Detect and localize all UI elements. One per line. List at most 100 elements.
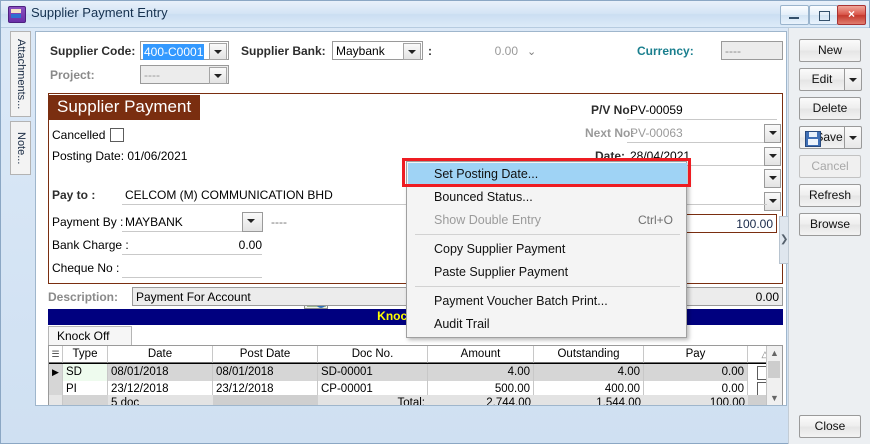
cell-pay[interactable]: 0.00 — [644, 381, 748, 395]
sidebar-item-attachments[interactable]: Attachments... — [10, 31, 31, 117]
chevron-down-icon[interactable] — [403, 43, 421, 60]
scroll-up-icon[interactable]: ▲ — [770, 348, 779, 358]
column-header-doc-no[interactable]: Doc No. — [318, 346, 428, 363]
maximize-button[interactable] — [809, 5, 838, 25]
hidden-dropdown-button-2[interactable] — [764, 192, 781, 211]
column-header-type[interactable]: Type — [63, 346, 108, 363]
close-window-button[interactable]: × — [837, 5, 866, 25]
close-icon: × — [847, 7, 855, 21]
table-row[interactable]: PI 23/12/2018 23/12/2018 CP-00001 500.00… — [49, 381, 782, 395]
cell-post-date[interactable]: 08/01/2018 — [213, 364, 318, 382]
payment-by-underline — [122, 231, 248, 232]
menu-item-payment-voucher-batch-print[interactable]: Payment Voucher Batch Print... — [434, 294, 608, 308]
bank-amount-value: 0.00 — [494, 44, 518, 58]
cancelled-checkbox[interactable] — [110, 128, 124, 142]
footer-blank — [63, 395, 108, 405]
bank-colon: : — [428, 44, 432, 58]
delete-button[interactable]: Delete — [799, 97, 861, 120]
menu-item-set-posting-date[interactable]: Set Posting Date... — [408, 163, 687, 186]
supplier-code-combo[interactable]: 400-C0001 — [140, 41, 229, 60]
highlight-annotation — [402, 158, 691, 187]
menu-item-shortcut: Ctrl+O — [637, 213, 673, 227]
menu-separator — [415, 286, 680, 287]
description-label: Description: — [48, 290, 119, 304]
payment-by-extra: ---- — [271, 215, 287, 229]
chevron-down-icon[interactable] — [209, 67, 227, 84]
title-bar: Supplier Payment Entry × — [1, 1, 869, 28]
menu-item-show-double-entry: Show Double Entry Ctrl+O — [408, 209, 687, 232]
scroll-down-icon[interactable]: ▼ — [770, 393, 779, 403]
grid-menu-icon[interactable]: ☰ — [49, 346, 63, 363]
column-header-outstanding[interactable]: Outstanding — [534, 346, 644, 363]
project-combo[interactable]: ---- — [140, 65, 229, 84]
menu-item-show-double-entry-label: Show Double Entry — [434, 213, 542, 227]
footer-pay: 100.00 — [644, 395, 748, 405]
description-amount-field[interactable]: 0.00 — [684, 287, 783, 306]
footer-amount: 2,744.00 — [428, 395, 534, 405]
pay-to-label: Pay to : — [52, 188, 96, 202]
cell-outstanding[interactable]: 4.00 — [534, 364, 644, 382]
column-header-pay[interactable]: Pay — [644, 346, 748, 363]
column-header-date[interactable]: Date — [108, 346, 213, 363]
cancel-button-label: Cancel — [811, 159, 849, 173]
supplier-bank-label: Supplier Bank: — [241, 44, 326, 58]
bank-charge-value: 0.00 — [238, 238, 262, 252]
menu-item-audit-trail[interactable]: Audit Trail — [434, 317, 490, 331]
chevron-down-icon[interactable]: ⌄ — [527, 46, 537, 58]
supplier-bank-combo[interactable]: Maybank — [332, 41, 423, 60]
cancelled-label: Cancelled — [52, 128, 106, 142]
grid-scrollbar[interactable]: ▲ ▼ — [766, 346, 782, 405]
cell-doc-no[interactable]: SD-00001 — [318, 364, 428, 382]
next-no-dropdown-button[interactable] — [764, 124, 781, 143]
browse-button-label: Browse — [809, 217, 850, 231]
currency-field[interactable]: ---- — [721, 41, 783, 60]
footer-outstanding: 1,544.00 — [534, 395, 644, 405]
hidden-dropdown-button-1[interactable] — [764, 169, 781, 188]
supplier-bank-value: Maybank — [336, 44, 385, 58]
minimize-button[interactable] — [780, 5, 809, 25]
sidebar-item-note[interactable]: Note... — [10, 121, 31, 175]
cell-outstanding[interactable]: 400.00 — [534, 381, 644, 395]
cell-date[interactable]: 08/01/2018 — [108, 364, 213, 382]
column-header-post-date[interactable]: Post Date — [213, 346, 318, 363]
context-menu[interactable]: Set Posting Date... Bounced Status... Sh… — [406, 161, 687, 338]
knockoff-grid[interactable]: ☰ Type Date Post Date Doc No. Amount Out… — [48, 345, 783, 405]
new-button[interactable]: New — [799, 39, 861, 62]
menu-item-copy-supplier-payment[interactable]: Copy Supplier Payment — [434, 242, 566, 256]
browse-button[interactable]: Browse — [799, 213, 861, 236]
pay-to-value: CELCOM (M) COMMUNICATION BHD — [125, 188, 333, 202]
payment-by-value: MAYBANK — [125, 215, 183, 229]
cell-post-date[interactable]: 23/12/2018 — [213, 381, 318, 395]
bank-charge-label: Bank Charge : — [52, 238, 129, 252]
table-row[interactable]: ▶ SD 08/01/2018 08/01/2018 SD-00001 4.00… — [49, 363, 782, 383]
tab-knock-off-grid[interactable]: Knock Off Grid — [48, 326, 132, 357]
cell-amount[interactable]: 500.00 — [428, 381, 534, 395]
delete-button-label: Delete — [812, 101, 848, 115]
cell-date[interactable]: 23/12/2018 — [108, 381, 213, 395]
supplier-code-value: 400-C0001 — [143, 44, 205, 60]
scrollbar-thumb[interactable] — [768, 361, 780, 378]
supplier-code-label: Supplier Code: — [50, 44, 136, 58]
cell-type[interactable]: PI — [63, 381, 108, 395]
edit-button[interactable]: Edit — [799, 68, 845, 91]
payment-by-dropdown-button[interactable] — [242, 212, 263, 232]
cell-type[interactable]: SD — [63, 364, 108, 382]
refresh-button[interactable]: Refresh — [799, 184, 861, 207]
cell-pay[interactable]: 0.00 — [644, 364, 748, 382]
menu-item-bounced-status[interactable]: Bounced Status... — [434, 190, 533, 204]
close-button[interactable]: Close — [799, 415, 861, 438]
menu-item-paste-supplier-payment[interactable]: Paste Supplier Payment — [434, 265, 569, 279]
edit-dropdown-button[interactable] — [845, 68, 862, 91]
column-header-amount[interactable]: Amount — [428, 346, 534, 363]
chevron-down-icon[interactable] — [209, 43, 227, 60]
posting-date-text: Posting Date: 01/06/2021 — [52, 149, 188, 163]
save-button[interactable]: Save — [799, 126, 845, 149]
date-dropdown-button[interactable] — [764, 147, 781, 166]
cell-doc-no[interactable]: CP-00001 — [318, 381, 428, 395]
currency-label: Currency: — [637, 44, 694, 58]
window-title: Supplier Payment Entry — [31, 5, 168, 20]
cheque-no-label: Cheque No : — [52, 261, 120, 275]
cell-amount[interactable]: 4.00 — [428, 364, 534, 382]
save-dropdown-button[interactable] — [845, 126, 862, 149]
